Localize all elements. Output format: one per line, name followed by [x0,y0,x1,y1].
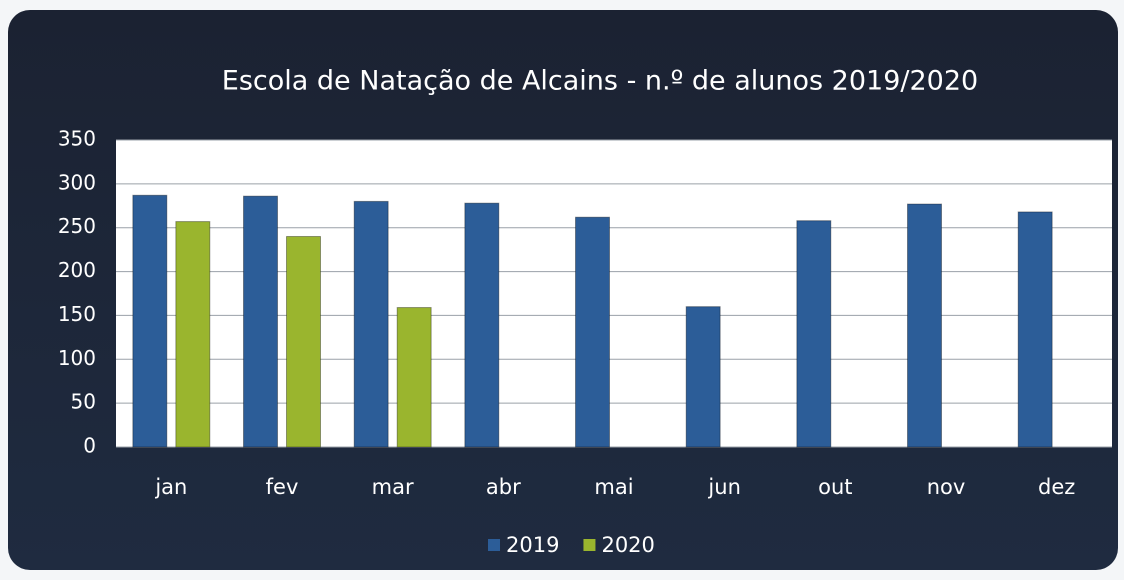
bar [243,195,278,448]
y-tick-label: 200 [58,258,96,282]
bar [685,306,721,448]
x-tick-label: out [818,475,852,499]
bar [175,221,211,448]
x-tick-label: mar [372,475,414,499]
legend-label: 2019 [506,533,559,557]
bar [464,202,500,448]
chart-title: Escola de Natação de Alcains - n.º de al… [222,66,978,97]
bar [1017,211,1053,448]
bar [286,235,321,448]
y-tick-label: 0 [83,434,96,458]
x-tick-label: jan [154,475,187,499]
bar [796,220,832,448]
legend-label: 2020 [601,533,654,557]
legend-swatch [583,539,596,551]
y-tick-label: 150 [58,302,96,326]
y-tick-label: 300 [58,170,96,194]
x-tick-label: nov [927,475,966,499]
x-tick-label: abr [486,475,521,499]
x-tick-label: fev [266,475,299,499]
y-tick-label: 100 [58,346,96,370]
legend-swatch [488,539,500,551]
bar [396,307,432,448]
plot-area [116,140,1112,447]
bar [353,200,389,448]
bar [907,203,942,448]
bar [575,216,610,448]
x-tick-label: jun [707,475,740,499]
y-tick-label: 350 [58,127,96,151]
x-tick-label: dez [1038,475,1075,499]
y-tick-label: 250 [58,214,96,238]
x-tick-label: mai [594,475,633,499]
y-tick-label: 50 [71,390,96,414]
bar [132,194,168,448]
